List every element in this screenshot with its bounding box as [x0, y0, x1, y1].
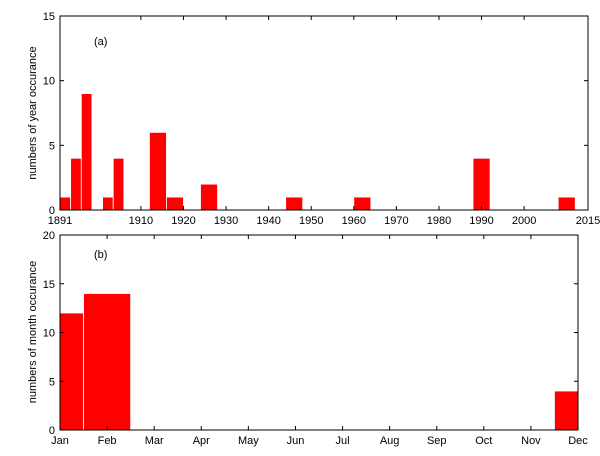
panel-b-tag: (b) — [94, 249, 107, 261]
panel-b-xtick-label: Nov — [521, 435, 541, 447]
panel-a-xtick-label: 1930 — [214, 215, 238, 227]
panel-b-xtick-label: Oct — [475, 435, 492, 447]
panel-b-ylabel: numbers of month occurance — [27, 261, 39, 403]
panel-b-xtick-label: Sep — [427, 435, 447, 447]
panel-b-xtick-label: Apr — [193, 435, 210, 447]
panel-b-ytick-label: 10 — [43, 328, 55, 340]
panel-b-xtick-label: Jan — [51, 435, 69, 447]
panel-b-ytick-label: 15 — [43, 279, 55, 291]
panel-a-bar-9 — [353, 196, 372, 211]
panel-a-ytick-label: 10 — [43, 76, 55, 88]
panel-a-ticks: 1891 1910 1920 1930 1940 1950 1960 1970 1980 1990… — [43, 11, 600, 227]
panel-a-bar-10 — [472, 157, 491, 211]
panel-a-bar-2 — [80, 93, 93, 211]
panel-a-bar-7 — [200, 183, 218, 211]
panel-b-xtick-label: Jun — [287, 435, 305, 447]
panel-b-xtick-label: Jul — [336, 435, 350, 447]
panel-b-axes-frame — [59, 234, 579, 431]
panel-a-ylabel: numbers of year occurance — [27, 46, 39, 179]
panel-a-bars — [59, 93, 576, 211]
panel-a-bar-4 — [112, 157, 125, 211]
panel-a-xtick-label: 2000 — [512, 215, 536, 227]
panel-b-bar-2 — [554, 390, 579, 431]
panel-a-year-occurrence: 1891 1910 1920 1930 1940 1950 1960 1970 1980 1990… — [27, 11, 600, 227]
panel-b-bars — [59, 293, 579, 431]
panel-b-xtick-label: Mar — [145, 435, 164, 447]
panel-b-xtick-label: Dec — [568, 435, 588, 447]
panel-b-month-occurrence: Jan Feb Mar Apr May Jun Jul Aug Sep Oct Nov Dec 0 5 10… — [27, 230, 588, 447]
panel-a-bar-5 — [149, 131, 167, 211]
panel-a-xtick-label: 1970 — [384, 215, 408, 227]
panel-a-xtick-label: 1990 — [469, 215, 493, 227]
panel-b-ticks: Jan Feb Mar Apr May Jun Jul Aug Sep Oct Nov Dec 0 5 10… — [43, 230, 589, 447]
panel-a-xtick-label: 1950 — [299, 215, 323, 227]
panel-b-ytick-label: 5 — [49, 376, 55, 388]
panel-a-xtick-label: 1960 — [342, 215, 366, 227]
panel-a-ytick-label: 5 — [49, 140, 55, 152]
panel-a-ytick-label: 0 — [49, 205, 55, 217]
panel-a-bar-11 — [557, 196, 576, 211]
panel-b-bar-0 — [59, 312, 84, 431]
panel-a-xtick-label: 1910 — [129, 215, 153, 227]
panel-b-bar-1 — [83, 293, 132, 431]
panel-b-xtick-label: Aug — [380, 435, 400, 447]
panel-a-bar-8 — [285, 196, 304, 211]
panel-a-tag: (a) — [94, 36, 107, 48]
panel-a-xtick-label: 1980 — [427, 215, 451, 227]
panel-a-xtick-label: 1940 — [256, 215, 280, 227]
panel-a-axes-frame — [59, 15, 589, 211]
panel-b-ytick-label: 0 — [49, 425, 55, 437]
panel-a-bar-1 — [70, 157, 82, 211]
panel-b-ytick-label: 20 — [43, 230, 55, 242]
panel-a-xtick-label: 1920 — [171, 215, 195, 227]
panel-a-bar-6 — [166, 196, 184, 211]
panel-b-xtick-label: Feb — [98, 435, 117, 447]
panel-a-ytick-label: 15 — [43, 11, 55, 23]
panel-a-bar-0 — [59, 196, 72, 211]
panel-a-bar-3 — [102, 196, 114, 211]
panel-a-xtick-label: 2015 — [576, 215, 600, 227]
panel-b-xtick-label: May — [238, 435, 259, 447]
panel-a-xtick-label: 1891 — [48, 215, 72, 227]
